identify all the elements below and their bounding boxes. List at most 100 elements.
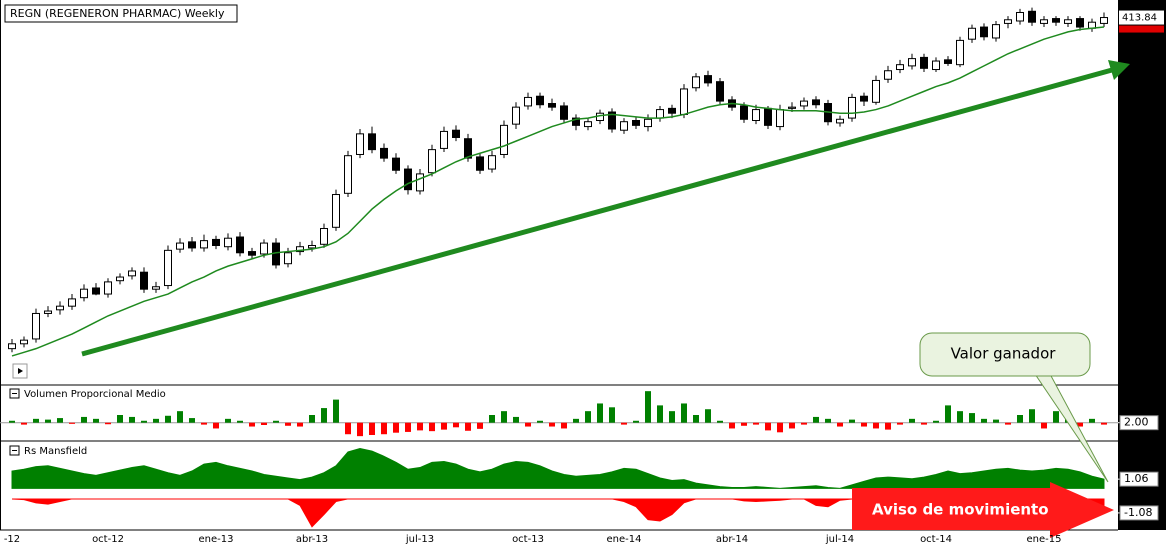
bar <box>993 419 999 423</box>
bar <box>669 411 675 423</box>
candle-body <box>284 252 292 265</box>
candle-body <box>20 339 28 345</box>
candle-body <box>656 109 664 119</box>
candle-body <box>968 27 976 40</box>
candle-body <box>548 103 556 108</box>
bar <box>333 399 339 423</box>
candle-body <box>332 194 340 228</box>
bar <box>417 422 423 431</box>
bar <box>405 422 411 432</box>
bar <box>489 415 495 423</box>
x-tick-label: oct-14 <box>920 534 952 545</box>
bar <box>861 422 867 427</box>
candle-body <box>464 138 472 159</box>
candle-body <box>776 109 784 128</box>
x-tick-label: abr-14 <box>716 534 748 545</box>
candle-body <box>236 236 244 254</box>
bar <box>921 422 927 425</box>
candle-body <box>200 240 208 249</box>
candle-body <box>8 343 16 350</box>
candle-body <box>104 281 112 295</box>
candle-body <box>428 149 436 174</box>
candle-body <box>140 271 148 290</box>
bar <box>357 422 363 437</box>
candle-body <box>800 100 808 107</box>
bar <box>693 415 699 423</box>
x-tick-label: oct-13 <box>512 534 544 545</box>
candle-body <box>704 75 712 84</box>
candle-body <box>812 99 820 106</box>
candle-body <box>920 56 928 69</box>
candle-body <box>1100 17 1108 24</box>
y-tick-label: 2.00 <box>1124 416 1149 429</box>
bar <box>1101 422 1107 425</box>
candle-body <box>1076 18 1084 28</box>
bar <box>93 418 99 423</box>
bar <box>741 422 747 426</box>
candle-body <box>1052 18 1060 23</box>
bar <box>237 420 243 423</box>
bar <box>813 416 819 423</box>
candle-body <box>980 26 988 38</box>
bar <box>213 422 219 429</box>
warning-arrow <box>852 482 1114 538</box>
x-tick-label: -12 <box>4 534 20 545</box>
candle-body <box>1028 10 1036 23</box>
candle-body <box>872 79 880 103</box>
bar <box>717 420 723 423</box>
candle-body <box>500 124 508 155</box>
bar <box>1053 411 1059 423</box>
bar <box>597 403 603 423</box>
y-tick-box <box>1119 415 1159 431</box>
right-axis <box>1118 0 1166 530</box>
bar <box>57 418 63 423</box>
bar <box>705 409 711 423</box>
bar <box>21 422 27 425</box>
trend-arrowhead <box>1108 60 1130 80</box>
x-tick-label: ene-15 <box>1027 534 1062 545</box>
candle-body <box>572 117 580 126</box>
x-tick-label: abr-13 <box>296 534 328 545</box>
candle-body <box>344 155 352 194</box>
candle-body <box>692 76 700 89</box>
bar <box>453 422 459 428</box>
plot-area <box>0 7 1118 528</box>
bar <box>69 422 75 424</box>
bar <box>1089 418 1095 423</box>
candle-body <box>44 310 52 314</box>
candle-body <box>32 312 40 340</box>
y-tick-box <box>1119 471 1159 487</box>
bar <box>129 416 135 423</box>
candle-body <box>680 88 688 115</box>
bar <box>1017 415 1023 423</box>
bar <box>513 416 519 423</box>
bar <box>561 422 567 429</box>
y-tick-box <box>1119 505 1159 521</box>
bar <box>657 405 663 423</box>
x-tick-label: ene-14 <box>607 534 642 545</box>
candle-body <box>992 24 1000 39</box>
bar <box>945 405 951 423</box>
bar <box>753 422 759 425</box>
candle-body <box>848 96 856 119</box>
candle-body <box>716 81 724 102</box>
bar <box>801 422 807 425</box>
x-tick-label: oct-12 <box>92 534 124 545</box>
candle-body <box>452 129 460 138</box>
bar <box>633 420 639 423</box>
bar <box>729 422 735 429</box>
bar <box>609 407 615 423</box>
candle-body <box>440 130 448 149</box>
candle-body <box>836 118 844 124</box>
candle-body <box>884 70 892 80</box>
candle-body <box>908 58 916 67</box>
bar <box>33 418 39 423</box>
bar <box>249 422 255 427</box>
bar <box>9 420 15 423</box>
candle-body <box>524 96 532 107</box>
bar <box>381 422 387 435</box>
callout-text: Valor ganador <box>951 345 1057 363</box>
candle-body <box>368 133 376 151</box>
candle-body <box>416 173 424 192</box>
bar <box>1029 409 1035 423</box>
